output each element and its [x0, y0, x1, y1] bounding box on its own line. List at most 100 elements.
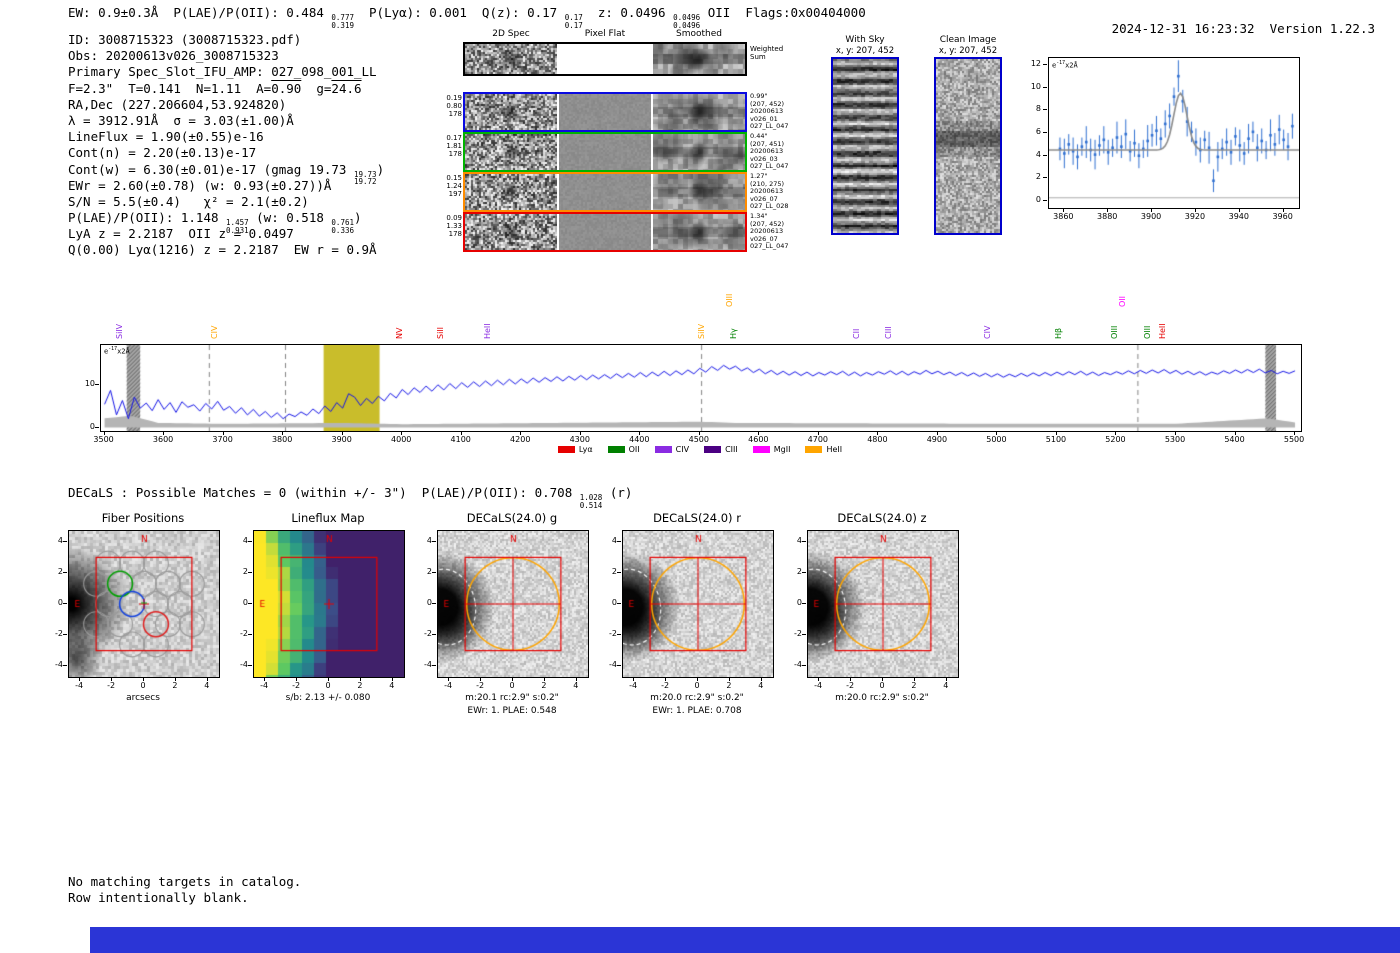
cutout-x-tick-label: 2	[541, 681, 547, 690]
cutout-y-tick	[432, 603, 436, 604]
spectrum-x-tick	[877, 431, 879, 435]
fiber-strip-row-1	[463, 92, 747, 132]
strip-left-stats: 0.09 1.33 178	[430, 214, 462, 239]
strip-pixelflat-image	[559, 214, 651, 250]
spectrum-x-tick	[282, 431, 284, 435]
cutout-x-tick-label: -2	[292, 681, 301, 690]
cutout-y-tick-label: 0	[796, 598, 802, 607]
cutout-y-tick-label: -2	[55, 629, 63, 639]
spectrum-x-tick-label: 4400	[629, 435, 650, 444]
info-line-5: RA,Dec (227.206604,53.924820)	[68, 96, 287, 112]
spectrum-units-label: e-17x2Å	[104, 346, 130, 356]
strip-left-stat: 0.17	[446, 134, 462, 142]
spectrum-y-tick-label: 0	[89, 421, 95, 431]
strip-2dspec-image	[465, 134, 557, 170]
strip-right-meta-line: 0.99"	[750, 92, 768, 100]
with-sky-coords: x, y: 207, 452	[835, 46, 895, 56]
legend-swatch	[654, 446, 672, 453]
inset-y-tick-label: 6	[1035, 127, 1041, 136]
strip-right-meta-line: 1.27"	[750, 172, 768, 180]
cutout-x-tick-label: -4	[814, 681, 823, 690]
inset-y-tick	[1043, 63, 1047, 65]
cutout-x-tick	[850, 677, 852, 681]
spectrum-x-tick	[460, 431, 462, 435]
weighted-2dspec-image	[465, 44, 557, 74]
spectrum-y-tick-label: 10	[84, 379, 95, 389]
with-sky-image	[833, 59, 897, 233]
legend-swatch	[704, 446, 722, 453]
header-summary-line: EW: 0.9±0.3Å P(LAE)/P(OII): 0.484 0.777 0…	[68, 5, 866, 30]
info-line-9: Cont(w) = 6.30(±0.01)e-17 (gmag 19.73 19…	[68, 161, 385, 186]
spectrum-x-tick-label: 5200	[1105, 435, 1126, 444]
spectrum-x-tick	[579, 431, 581, 435]
cutout-y-tick	[802, 634, 806, 636]
fiber-strip-row-2	[463, 132, 747, 172]
inset-y-tick-label: 2	[1035, 172, 1041, 182]
info-line-13: LyA z = 2.2187 OII z = 0.0497	[68, 226, 294, 242]
strip-right-meta: 0.99" (207, 452) 20200613 v026_01 027_LL_047	[750, 92, 810, 131]
spectrum-x-tick	[401, 431, 403, 435]
spectrum-x-tick-label: 4700	[807, 435, 829, 444]
info-line-7: LineFlux = 1.90(±0.55)e-16	[68, 129, 264, 145]
cutout-y-tick-label: -4	[240, 660, 248, 670]
cutout-x-tick-label: 4	[204, 681, 210, 690]
cutout-y-tick	[248, 571, 252, 573]
with-sky-title: With Sky	[845, 35, 885, 45]
spectrum-x-tick-label: 5500	[1283, 435, 1305, 444]
cutout-panel-decals	[622, 530, 774, 678]
legend-label: Lyα	[578, 445, 593, 454]
cutout-x-tick-label: -4	[260, 681, 269, 690]
strip-left-stat: 178	[448, 150, 462, 159]
clean-image-title: Clean Image	[939, 35, 997, 45]
spectrum-x-tick-label: 4200	[510, 435, 531, 444]
cutout-y-tick-label: -2	[240, 629, 248, 639]
spectrum-x-tick-label: 3800	[271, 435, 293, 444]
strip-smoothed-image	[653, 214, 745, 250]
emission-line-label: OIII	[1143, 325, 1153, 339]
cutout-y-tick-label: 4	[57, 535, 63, 545]
spectrum-x-tick	[996, 431, 998, 435]
spectrum-x-tick	[163, 431, 165, 435]
cutout-panel-fibers	[68, 530, 220, 678]
inset-y-tick-label: 4	[1035, 149, 1041, 159]
cutout-x-tick	[818, 677, 820, 681]
emission-line-label: NV	[394, 327, 404, 339]
cutout-x-tick	[575, 677, 577, 681]
cutout-y-tick-label: -4	[609, 660, 617, 670]
spectrum-y-tick	[95, 426, 99, 428]
strip-right-meta-line: v026_03	[750, 154, 778, 163]
strip-right-meta: 1.34" (207, 452) 20200613 v026_07 027_LL_047	[750, 212, 810, 251]
strip-right-meta-line: 20200613	[750, 147, 784, 156]
cutout-y-tick-label: -2	[794, 629, 802, 639]
full-spectrum-canvas	[101, 345, 1301, 431]
col-title-2dspec: 2D Spec	[492, 29, 530, 39]
strip-left-stat: 1.24	[446, 182, 462, 191]
cutout-x-tick-label: 0	[879, 681, 885, 690]
emission-line-label: OIII	[1110, 325, 1120, 339]
cutout-x-tick	[174, 677, 176, 681]
cutout-y-tick	[617, 665, 621, 667]
cutout-x-tick	[512, 677, 513, 681]
cutout-x-tick-label: -2	[476, 681, 485, 690]
info-line-3: Primary Spec_Slot_IFU_AMP: 027_098_001_L…	[68, 64, 377, 80]
strip-left-stat: 1.33	[446, 222, 462, 231]
cutout-x-tick	[665, 677, 667, 681]
cutout-stats-line: m:20.0 rc:2.9" s:0.2"	[650, 693, 744, 703]
full-spectrum-plot	[100, 344, 1302, 432]
spectrum-x-tick-label: 4800	[867, 435, 888, 444]
strip-left-stats: 0.17 1.81 178	[430, 134, 462, 159]
strip-smoothed-image	[653, 94, 745, 130]
cutout-y-tick	[617, 603, 621, 604]
cutout-y-tick	[63, 665, 67, 667]
cutout-x-tick	[206, 677, 208, 681]
cutout-x-tick	[391, 677, 393, 681]
strip-pixelflat-image	[559, 134, 651, 170]
legend-item-MgII: MgII	[752, 445, 790, 454]
strip-right-meta-line: v026_01	[750, 114, 778, 123]
spectrum-x-tick-label: 3500	[93, 435, 114, 444]
strip-2dspec-image	[465, 214, 557, 250]
line-fit-plot	[1048, 57, 1300, 209]
cutout-x-tick	[328, 677, 329, 681]
cutout-x-tick-label: 2	[357, 681, 363, 690]
